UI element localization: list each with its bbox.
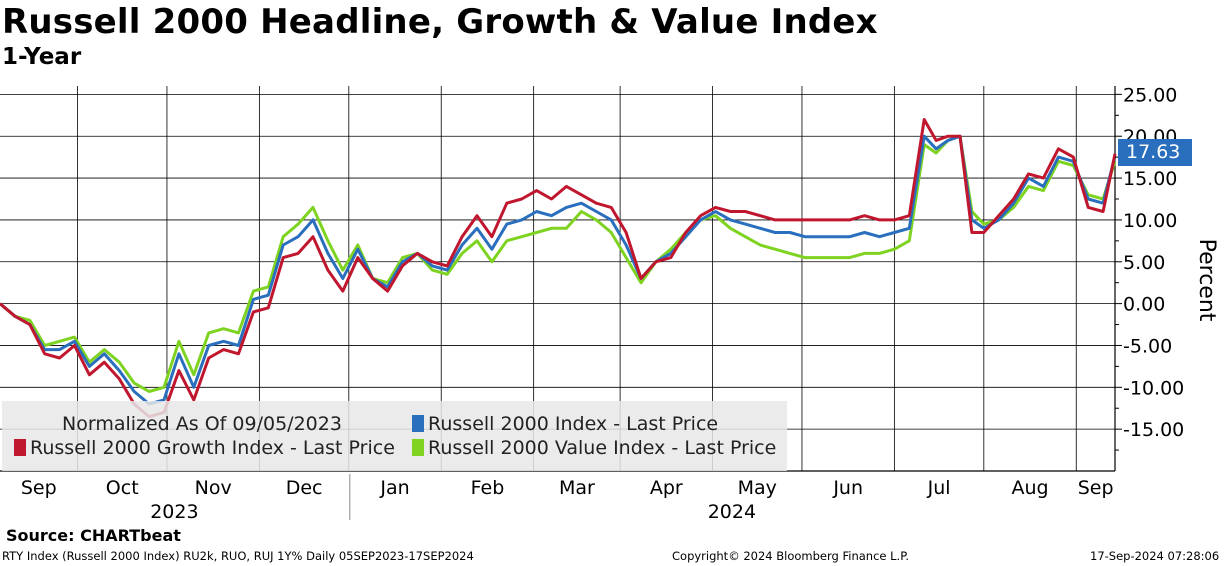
legend-swatch-russell-2000: [412, 415, 424, 432]
x-year-label: 2023: [150, 501, 198, 520]
x-month-label: Mar: [559, 477, 595, 499]
y-tick-label: 5.00: [1123, 252, 1165, 274]
legend-label: Russell 2000 Index - Last Price: [428, 413, 719, 435]
legend-label: Russell 2000 Value Index - Last Price: [428, 437, 777, 459]
legend-item-russell-2000: Russell 2000 Index - Last Price: [412, 413, 718, 435]
footer-copyright: Copyright© 2024 Bloomberg Finance L.P.: [672, 549, 909, 563]
x-month-label: Apr: [650, 477, 683, 499]
x-month-label: Feb: [471, 477, 505, 499]
y-tick-label: 25.00: [1123, 84, 1177, 106]
x-month-label: Sep: [1078, 477, 1114, 499]
x-month-label: Sep: [21, 477, 57, 499]
x-month-label: Jan: [379, 477, 409, 499]
x-month-label: Dec: [286, 477, 323, 499]
footer-description: RTY Index (Russell 2000 Index) RU2k, RUO…: [2, 549, 474, 563]
footer-timestamp: 17-Sep-2024 07:28:06: [1090, 549, 1220, 563]
y-tick-label: 15.00: [1123, 168, 1177, 190]
y-tick-label: -10.00: [1123, 377, 1184, 399]
x-month-label: Jul: [927, 477, 951, 499]
series-lines: [0, 118, 1117, 419]
legend-swatch-russell-2000-value: [412, 439, 424, 456]
y-tick-label: 0.00: [1123, 294, 1165, 316]
x-month-label: Nov: [195, 477, 232, 499]
legend-item-russell-2000-growth: Russell 2000 Growth Index - Last Price: [14, 437, 395, 459]
x-month-label: Jun: [832, 477, 863, 499]
y-axis-label: Percent: [1194, 239, 1219, 322]
legend: Normalized As Of 09/05/2023 Russell 2000…: [2, 401, 787, 471]
legend-swatch-russell-2000-growth: [14, 439, 26, 456]
x-month-label: Aug: [1011, 477, 1048, 499]
last-value-badge: 17.63: [1118, 139, 1192, 166]
x-year-label: 2024: [708, 501, 756, 520]
series-line-russell-2000-value: [0, 134, 1117, 393]
y-tick-label: -15.00: [1123, 419, 1184, 441]
x-axis: Sep Oct Nov Dec Jan Feb Mar Apr May Jun Jul Aug Sep 2…: [21, 474, 1114, 520]
legend-item-russell-2000-value: Russell 2000 Value Index - Last Price: [412, 437, 776, 459]
x-month-label: Oct: [106, 477, 139, 499]
legend-note: Normalized As Of 09/05/2023: [62, 413, 342, 435]
x-month-label: May: [738, 477, 777, 499]
series-line-russell-2000-growth: [0, 118, 1117, 419]
chart-subtitle: 1-Year: [2, 44, 82, 70]
series-line-russell-2000: [0, 134, 1117, 406]
chart-title: Russell 2000 Headline, Growth & Value In…: [2, 2, 878, 42]
source-note: Source: CHARTbeat: [6, 526, 181, 545]
y-tick-label: 10.00: [1123, 210, 1177, 232]
legend-label: Russell 2000 Growth Index - Last Price: [30, 437, 395, 459]
y-axis: 25.0020.0015.0010.005.000.00-5.00-10.00-…: [1115, 84, 1219, 451]
y-tick-label: -5.00: [1123, 335, 1172, 357]
